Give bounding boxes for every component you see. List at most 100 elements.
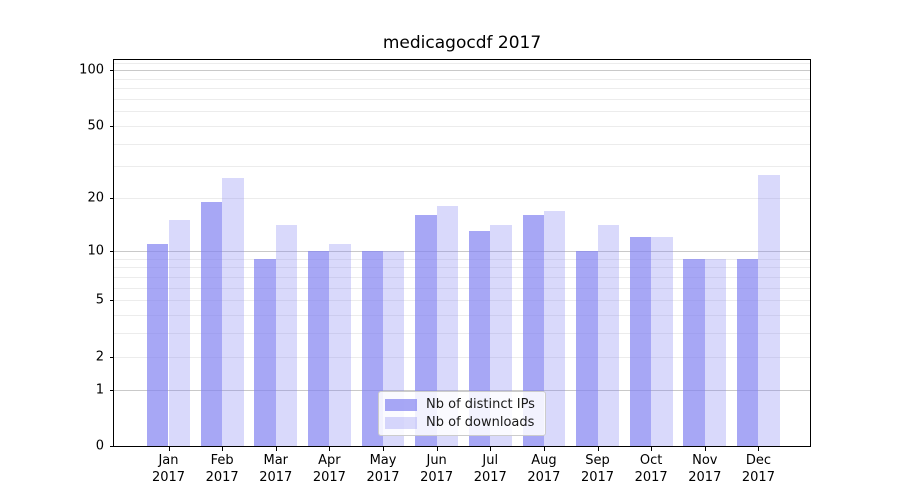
x-tick-mark [597, 447, 599, 451]
x-tick-mark [704, 447, 706, 451]
y-tick-mark [110, 125, 114, 127]
gridline-minor [114, 314, 810, 316]
x-tick-mark [168, 447, 170, 451]
x-tick-month: Aug [531, 453, 557, 468]
gridline-minor [114, 333, 810, 335]
legend-row-ips: Nb of distinct IPs [385, 397, 539, 412]
x-tick-label-feb: Feb 2017 [190, 452, 254, 486]
bar-downloads-mar [275, 225, 298, 446]
bar-downloads-sep [597, 225, 619, 446]
gridline-minor [114, 88, 810, 90]
y-tick-label: 50 [87, 118, 104, 134]
bar-ips-mar [254, 258, 276, 446]
bar-ips-apr [307, 250, 330, 446]
bar-downloads-aug [543, 210, 566, 446]
legend-row-downloads: Nb of downloads [385, 415, 539, 430]
bar-downloads-dec [758, 174, 780, 446]
y-tick-label: 5 [95, 292, 104, 308]
gridline-minor [114, 111, 810, 113]
gridline-minor [114, 143, 810, 145]
x-tick-month: Feb [210, 453, 234, 468]
gridline-minor [114, 125, 810, 127]
x-tick-mark [543, 447, 545, 451]
x-tick-year: 2017 [580, 470, 615, 485]
y-tick-mark [110, 356, 114, 358]
bar-ips-nov [683, 258, 705, 446]
x-tick-year: 2017 [151, 470, 186, 485]
gridline-major [114, 250, 810, 252]
chart-title: medicagocdf 2017 [382, 33, 542, 53]
x-tick-month: Mar [263, 453, 289, 468]
x-tick-month: Jul [482, 453, 499, 468]
y-tick-mark [110, 300, 114, 302]
x-tick-mark [329, 447, 331, 451]
x-tick-month: Oct [639, 453, 663, 468]
gridline-minor [114, 62, 810, 64]
gridline-major [114, 389, 810, 391]
x-tick-label-jan: Jan 2017 [137, 452, 201, 486]
y-tick-label: 10 [87, 243, 104, 259]
bar-downloads-nov [704, 258, 727, 446]
x-tick-year: 2017 [205, 470, 239, 485]
bar-ips-sep [576, 250, 598, 446]
gridline-minor [114, 276, 810, 278]
x-tick-mark [383, 447, 385, 451]
x-tick-label-sep: Sep 2017 [566, 452, 630, 486]
x-tick-mark [436, 447, 438, 451]
x-tick-year: 2017 [473, 470, 507, 485]
y-tick-label: 100 [79, 62, 104, 78]
x-tick-mark [490, 447, 492, 451]
y-tick-mark [110, 70, 114, 72]
x-tick-year: 2017 [420, 470, 454, 485]
x-tick-label-oct: Oct 2017 [619, 452, 683, 486]
bar-downloads-apr [329, 243, 351, 446]
x-tick-mark [651, 447, 653, 451]
x-tick-month: Jun [426, 453, 447, 468]
x-tick-label-jun: Jun 2017 [405, 452, 469, 486]
bar-ips-jan [147, 243, 169, 446]
legend-swatch-ips [385, 398, 417, 411]
x-tick-year: 2017 [688, 470, 722, 485]
gridline-minor [114, 356, 810, 358]
y-tick-label: 2 [95, 349, 104, 365]
x-tick-mark [275, 447, 277, 451]
x-tick-month: Dec [745, 453, 771, 468]
x-tick-mark [758, 447, 760, 451]
x-tick-year: 2017 [527, 470, 561, 485]
bar-ips-aug [522, 215, 544, 446]
plot-area: Nb of distinct IPs Nb of downloads [113, 59, 811, 447]
x-tick-month: Sep [585, 453, 610, 468]
x-tick-label-jul: Jul 2017 [458, 452, 522, 486]
x-tick-year: 2017 [312, 470, 346, 485]
x-tick-label-nov: Nov 2017 [673, 452, 737, 486]
bar-downloads-jan [168, 220, 190, 446]
x-tick-label-aug: Aug 2017 [512, 452, 576, 486]
bar-downloads-oct [651, 237, 673, 446]
gridline-minor [114, 166, 810, 168]
bar-ips-jun [415, 215, 437, 446]
legend-label: Nb of downloads [426, 415, 535, 430]
bar-downloads-feb [222, 177, 244, 446]
x-tick-year: 2017 [259, 470, 293, 485]
bar-ips-may [361, 250, 383, 446]
bar-ips-dec [737, 258, 759, 446]
bar-ips-feb [200, 202, 223, 446]
x-tick-year: 2017 [366, 470, 400, 485]
y-tick-label: 20 [87, 190, 104, 206]
x-tick-year: 2017 [634, 470, 668, 485]
bar-ips-oct [629, 237, 652, 446]
gridline-minor [114, 258, 810, 260]
x-tick-mark [222, 447, 224, 451]
y-tick-mark [110, 389, 114, 391]
x-tick-month: May [369, 453, 397, 468]
x-tick-label-mar: Mar 2017 [244, 452, 308, 486]
bar-downloads-jun [436, 206, 459, 446]
legend-swatch-downloads [385, 416, 417, 429]
x-tick-month: Jan [158, 453, 179, 468]
x-tick-year: 2017 [741, 470, 775, 485]
x-tick-month: Apr [318, 453, 341, 468]
gridline-minor [114, 287, 810, 289]
gridline-minor [114, 198, 810, 200]
x-tick-label-apr: Apr 2017 [297, 452, 361, 486]
y-tick-mark [110, 250, 114, 252]
